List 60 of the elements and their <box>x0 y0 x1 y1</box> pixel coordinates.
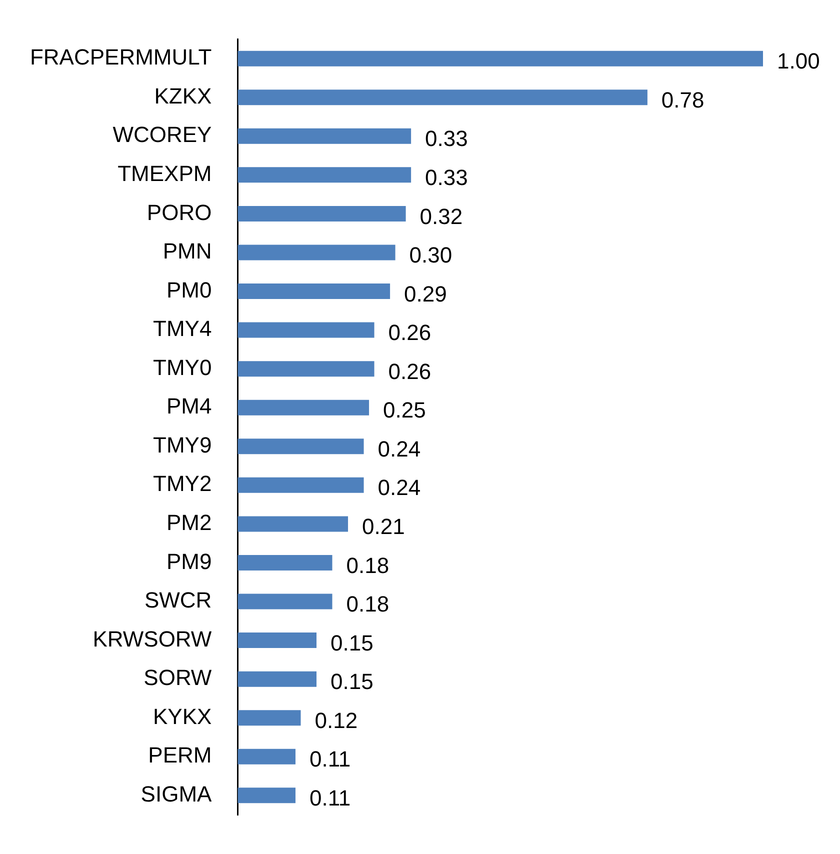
y-tick-label: FRACPERMMULT <box>30 44 212 70</box>
bar <box>238 632 316 648</box>
y-tick-label: TMEXPM <box>118 160 212 186</box>
y-tick-label: WCOREY <box>112 122 212 148</box>
y-tick-label: PORO <box>146 200 212 225</box>
bar <box>238 90 648 106</box>
y-tick-label: TMY9 <box>153 432 212 458</box>
data-label: 1.00 <box>777 48 820 74</box>
bar <box>238 322 374 338</box>
data-label: 0.33 <box>425 126 468 152</box>
data-label: 0.21 <box>362 514 405 540</box>
data-label: 0.18 <box>346 552 390 578</box>
bar <box>238 748 296 764</box>
data-label: 0.11 <box>309 785 351 810</box>
bar <box>238 554 332 570</box>
bar <box>238 400 370 416</box>
data-label: 0.29 <box>404 281 447 306</box>
y-tick-label: PMN <box>162 238 212 264</box>
data-label: 0.11 <box>309 746 351 772</box>
bar <box>238 284 390 300</box>
bar <box>238 128 412 144</box>
bar <box>238 788 296 804</box>
y-tick-label: SWCR <box>144 588 212 613</box>
data-label: 0.24 <box>378 475 421 500</box>
data-label: 0.15 <box>330 630 374 656</box>
bar <box>238 594 332 610</box>
data-label: 0.33 <box>425 164 468 190</box>
y-tick-label: PM2 <box>166 510 212 536</box>
data-label: 0.78 <box>661 87 704 112</box>
bar <box>238 710 301 726</box>
y-tick-label: PM0 <box>166 277 212 302</box>
bar <box>238 516 348 532</box>
y-tick-label: PM4 <box>166 394 212 419</box>
y-tick-label: SIGMA <box>140 781 212 806</box>
data-label: 0.30 <box>409 242 452 268</box>
data-label: 0.25 <box>383 398 426 423</box>
y-tick-label: KYKX <box>153 704 212 729</box>
bar <box>238 671 316 687</box>
y-tick-label: SORW <box>144 665 212 690</box>
data-label: 0.18 <box>346 592 390 617</box>
bar <box>238 167 412 183</box>
data-label: 0.26 <box>388 358 432 384</box>
y-tick-label: TMY2 <box>153 471 212 496</box>
y-tick-label: PM9 <box>166 548 212 574</box>
data-label: 0.12 <box>314 708 358 733</box>
bar <box>238 361 374 377</box>
y-tick-label: PERM <box>148 742 212 768</box>
bar <box>238 50 763 66</box>
bar <box>238 206 406 222</box>
bar <box>238 244 396 260</box>
data-label: 0.26 <box>388 320 432 346</box>
data-label: 0.24 <box>378 436 421 462</box>
y-tick-label: TMY4 <box>153 316 212 342</box>
y-tick-label: TMY0 <box>153 354 212 380</box>
data-label: 0.15 <box>330 669 374 694</box>
y-tick-label: KRWSORW <box>92 626 212 652</box>
data-label: 0.32 <box>420 204 463 229</box>
bar <box>238 477 364 493</box>
y-tick-label: KZKX <box>154 83 212 108</box>
bar <box>238 438 364 454</box>
